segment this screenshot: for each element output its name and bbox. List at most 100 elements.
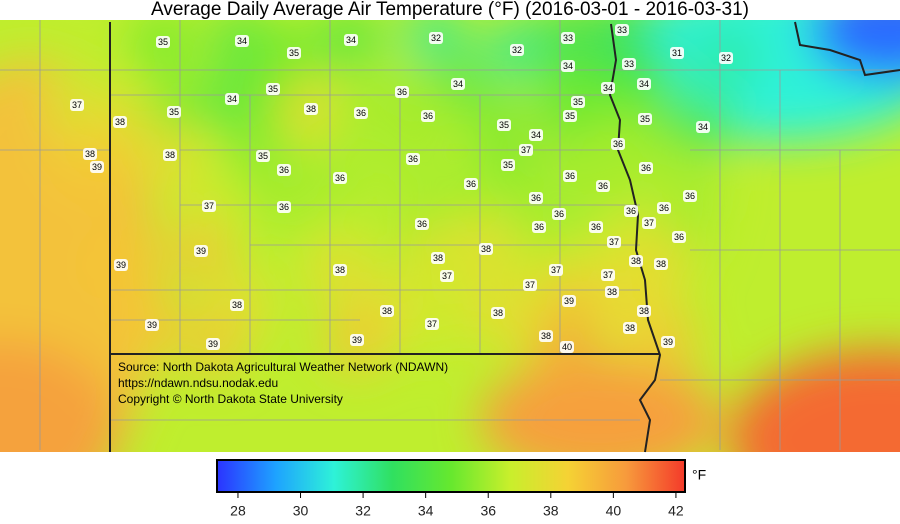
station-box xyxy=(501,159,515,171)
station-box xyxy=(497,119,511,131)
station-box xyxy=(266,83,280,95)
station-box xyxy=(479,243,493,255)
station-value: 33 xyxy=(624,59,634,69)
station-box xyxy=(670,47,684,59)
station-box xyxy=(629,255,643,267)
colorbar-tick-label: 28 xyxy=(230,503,246,519)
station-box xyxy=(696,121,710,133)
station-value: 32 xyxy=(431,33,441,43)
station-box xyxy=(202,200,216,212)
station-value: 38 xyxy=(165,150,175,160)
station-box xyxy=(672,231,686,243)
station-box xyxy=(637,305,651,317)
station-box xyxy=(333,172,347,184)
station-value: 36 xyxy=(685,191,695,201)
map-title: Average Daily Average Air Temperature (°… xyxy=(151,0,749,20)
station-box xyxy=(194,245,208,257)
station-value: 37 xyxy=(427,319,437,329)
station-box xyxy=(589,221,603,233)
station-box xyxy=(523,279,537,291)
station-box xyxy=(605,286,619,298)
station-box xyxy=(563,110,577,122)
station-value: 36 xyxy=(659,203,669,213)
station-value: 39 xyxy=(147,320,157,330)
station-value: 36 xyxy=(423,111,433,121)
station-value: 38 xyxy=(631,256,641,266)
station-value: 37 xyxy=(442,271,452,281)
station-box xyxy=(415,218,429,230)
station-value: 39 xyxy=(663,337,673,347)
station-value: 36 xyxy=(554,209,564,219)
station-box xyxy=(277,201,291,213)
station-box xyxy=(167,106,181,118)
station-value: 38 xyxy=(493,308,503,318)
station-value: 38 xyxy=(335,265,345,275)
station-value: 36 xyxy=(674,232,684,242)
station-value: 31 xyxy=(672,48,682,58)
colorbar-tick-label: 36 xyxy=(480,503,496,519)
station-value: 32 xyxy=(512,45,522,55)
station-value: 34 xyxy=(346,35,356,45)
station-value: 35 xyxy=(565,111,575,121)
station-value: 34 xyxy=(563,61,573,71)
station-box xyxy=(350,334,364,346)
station-box xyxy=(406,153,420,165)
station-value: 34 xyxy=(227,94,237,104)
colorbar xyxy=(216,459,686,493)
station-value: 39 xyxy=(92,162,102,172)
station-box xyxy=(561,32,575,44)
station-value: 37 xyxy=(521,145,531,155)
station-value: 38 xyxy=(232,300,242,310)
station-value: 38 xyxy=(433,253,443,263)
station-box xyxy=(113,116,127,128)
station-box xyxy=(622,58,636,70)
station-value: 36 xyxy=(534,222,544,232)
station-value: 36 xyxy=(417,219,427,229)
station-box xyxy=(230,299,244,311)
source-line: https://ndawn.ndsu.nodak.edu xyxy=(118,376,278,390)
station-box xyxy=(83,148,97,160)
source-line: Copyright © North Dakota State Universit… xyxy=(118,392,343,406)
station-value: 36 xyxy=(279,202,289,212)
station-box xyxy=(601,82,615,94)
station-value: 36 xyxy=(641,163,651,173)
station-value: 36 xyxy=(626,206,636,216)
station-value: 38 xyxy=(306,104,316,114)
station-box xyxy=(90,161,104,173)
station-value: 34 xyxy=(237,36,247,46)
station-value: 32 xyxy=(721,53,731,63)
station-value: 36 xyxy=(613,139,623,149)
station-value: 36 xyxy=(279,165,289,175)
station-value: 34 xyxy=(603,83,613,93)
station-box xyxy=(156,36,170,48)
station-box xyxy=(539,330,553,342)
station-box xyxy=(529,129,543,141)
station-value: 36 xyxy=(598,181,608,191)
station-box xyxy=(532,221,546,233)
station-value: 35 xyxy=(289,48,299,58)
station-value: 39 xyxy=(116,260,126,270)
station-value: 36 xyxy=(591,222,601,232)
station-box xyxy=(421,110,435,122)
station-box xyxy=(562,295,576,307)
station-value: 35 xyxy=(258,151,268,161)
station-value: 39 xyxy=(208,339,218,349)
station-box xyxy=(654,258,668,270)
station-box xyxy=(510,44,524,56)
station-box xyxy=(431,252,445,264)
station-box xyxy=(601,269,615,281)
station-value: 37 xyxy=(603,270,613,280)
station-box xyxy=(333,264,347,276)
station-value: 36 xyxy=(335,173,345,183)
colorbar-tick-label: 30 xyxy=(293,503,309,519)
station-box xyxy=(615,24,629,36)
station-box xyxy=(563,170,577,182)
station-value: 38 xyxy=(382,306,392,316)
station-box xyxy=(552,208,566,220)
station-value: 34 xyxy=(698,122,708,132)
colorbar-tick-label: 34 xyxy=(418,503,434,519)
station-value: 38 xyxy=(639,306,649,316)
station-value: 37 xyxy=(204,201,214,211)
station-box xyxy=(607,236,621,248)
